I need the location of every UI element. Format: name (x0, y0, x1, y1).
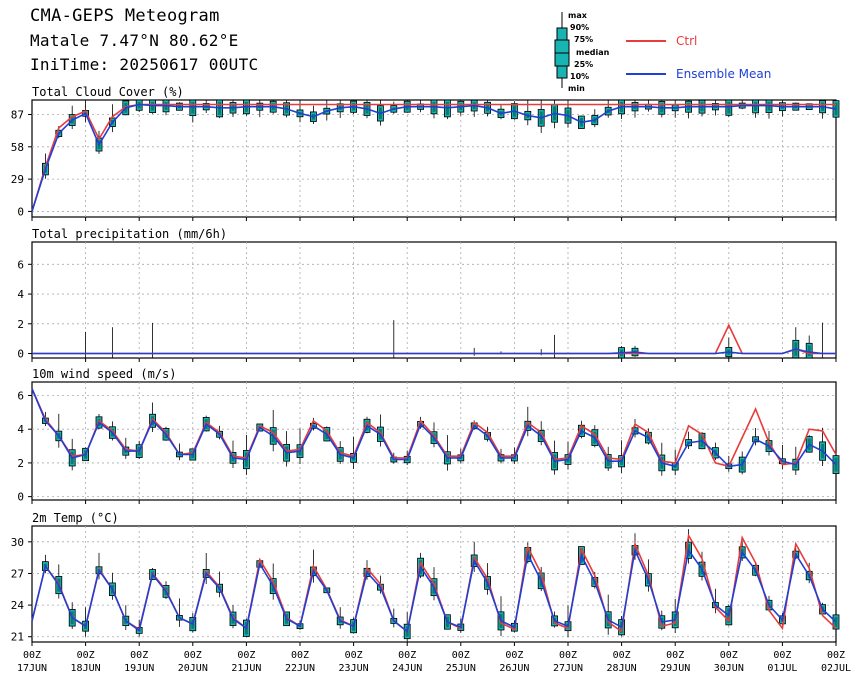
x-hour-label: 00Z (505, 650, 523, 661)
panel-frame (31, 525, 837, 643)
panel-title: Total Cloud Cover (%) (32, 85, 184, 99)
x-date-label: 30JUN (714, 663, 744, 674)
y-tick-label: 27 (11, 567, 24, 580)
x-hour-label: 00Z (77, 650, 95, 661)
legend-label-median: median (576, 48, 610, 57)
x-date-label: 17JUN (17, 663, 47, 674)
x-hour-label: 00Z (237, 650, 255, 661)
x-hour-label: 00Z (827, 650, 845, 661)
y-tick-label: 24 (11, 599, 25, 612)
x-date-label: 20JUN (178, 663, 208, 674)
y-tick-label: 4 (17, 423, 24, 436)
page-title: CMA-GEPS Meteogram (30, 6, 220, 26)
x-date-label: 02JUL (821, 663, 851, 674)
x-hour-label: 00Z (559, 650, 577, 661)
x-date-label: 29JUN (660, 663, 690, 674)
x-hour-label: 00Z (398, 650, 416, 661)
ensemble-mean-line (31, 388, 837, 468)
panel-frame (31, 381, 837, 501)
init-time-label: IniTime: 20250617 00UTC (30, 55, 259, 74)
x-date-label: 23JUN (339, 663, 369, 674)
x-hour-label: 00Z (773, 650, 791, 661)
legend-label-10: 10% (570, 72, 589, 81)
y-tick-label: 21 (11, 631, 24, 644)
x-hour-label: 00Z (452, 650, 470, 661)
legend: max 90% 75% median 25% 10% min Ctrl Ense… (554, 11, 771, 92)
ctrl-line (31, 103, 836, 212)
y-tick-label: 2 (17, 318, 24, 331)
x-date-label: 18JUN (71, 663, 101, 674)
panel-title: Total precipitation (mm/6h) (32, 227, 227, 241)
legend-label-25: 25% (574, 60, 593, 69)
panel-title: 10m wind speed (m/s) (32, 367, 177, 381)
y-tick-label: 6 (17, 258, 24, 271)
ctrl-line (31, 533, 837, 633)
legend-label-75: 75% (574, 35, 593, 44)
legend-ctrl-label: Ctrl (676, 34, 697, 48)
x-date-label: 01JUL (767, 663, 797, 674)
ensemble-box-inner (834, 102, 838, 116)
legend-label-min: min (568, 84, 585, 92)
legend-mean-label: Ensemble Mean (676, 67, 771, 81)
y-tick-label: 29 (11, 173, 24, 186)
x-hour-label: 00Z (23, 650, 41, 661)
x-date-label: 24JUN (392, 663, 422, 674)
ensemble-box-inner (807, 345, 811, 356)
ensemble-box-inner (727, 102, 731, 114)
ensemble-box-inner (191, 102, 195, 114)
y-tick-label: 58 (11, 141, 24, 154)
y-tick-label: 6 (17, 389, 24, 402)
x-date-label: 27JUN (553, 663, 583, 674)
y-tick-label: 0 (17, 348, 24, 361)
x-date-label: 22JUN (285, 663, 315, 674)
location-label: Matale 7.47°N 80.62°E (30, 31, 239, 50)
x-hour-label: 00Z (130, 650, 148, 661)
y-tick-label: 87 (11, 108, 24, 121)
x-date-label: 28JUN (607, 663, 637, 674)
x-hour-label: 00Z (613, 650, 631, 661)
panel-title: 2m Temp (°C) (32, 511, 119, 525)
x-hour-label: 00Z (666, 650, 684, 661)
y-tick-label: 0 (17, 205, 24, 218)
x-hour-label: 00Z (184, 650, 202, 661)
x-date-label: 26JUN (499, 663, 529, 674)
ensemble-mean-line (31, 103, 837, 212)
y-tick-label: 4 (17, 288, 24, 301)
ctrl-line (31, 388, 837, 468)
x-date-label: 25JUN (446, 663, 476, 674)
legend-label-max: max (568, 11, 588, 20)
x-date-label: 19JUN (124, 663, 154, 674)
y-tick-label: 0 (17, 491, 24, 504)
x-hour-label: 00Z (291, 650, 309, 661)
x-hour-label: 00Z (720, 650, 738, 661)
panel-frame (31, 241, 837, 359)
y-tick-label: 30 (11, 536, 24, 549)
legend-label-90: 90% (570, 23, 589, 32)
y-tick-label: 2 (17, 457, 24, 470)
ensemble-box-inner (754, 102, 758, 111)
ensemble-mean-line (31, 547, 837, 633)
x-date-label: 21JUN (231, 663, 261, 674)
ensemble-mean-line (32, 348, 836, 355)
x-hour-label: 00Z (345, 650, 363, 661)
